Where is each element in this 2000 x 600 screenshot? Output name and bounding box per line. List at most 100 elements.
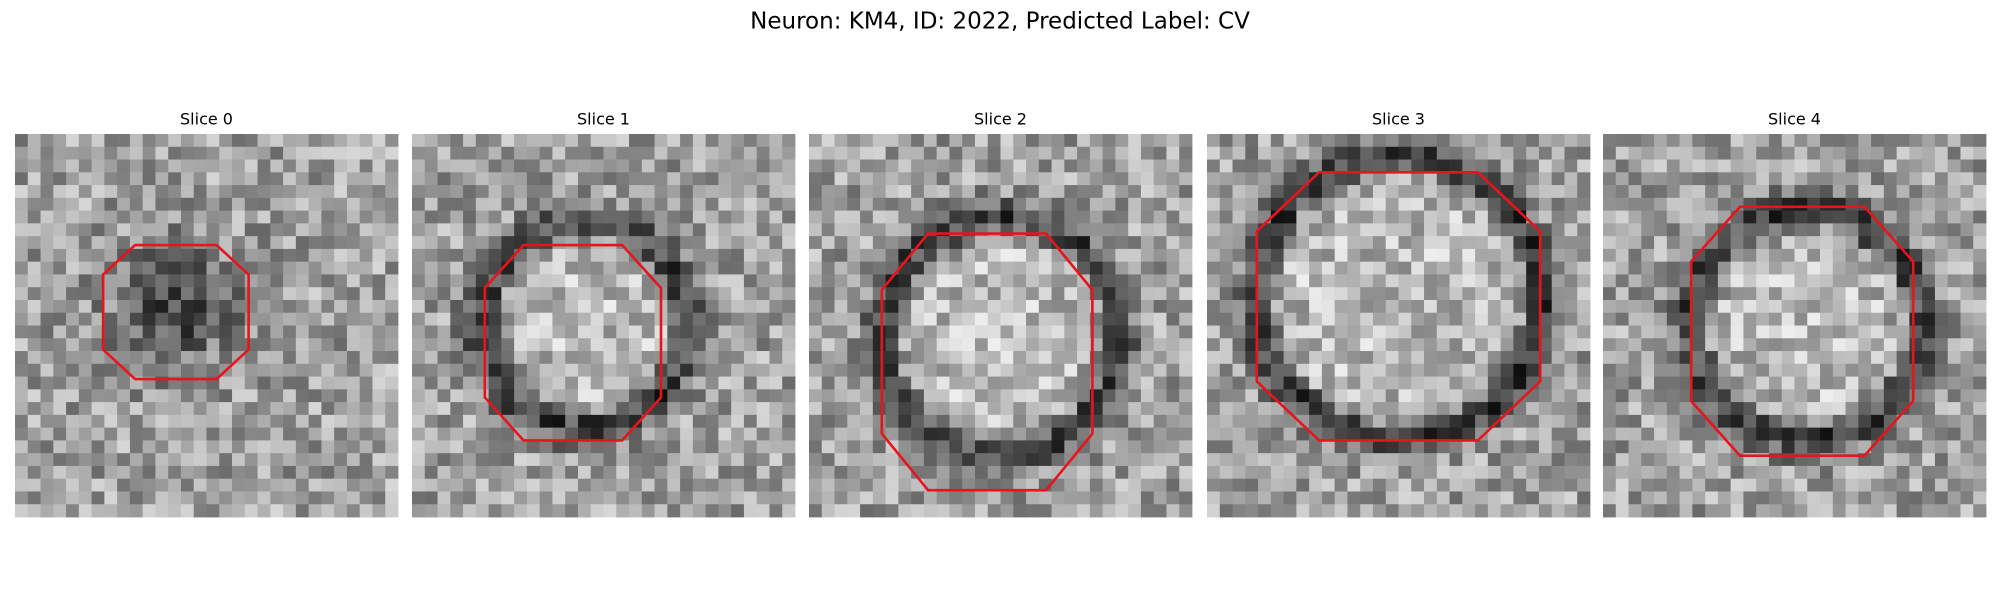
pixel	[552, 210, 566, 224]
pixel	[1743, 274, 1757, 288]
pixel	[834, 440, 848, 454]
pixel	[987, 402, 1001, 416]
pixel	[718, 274, 732, 288]
pixel	[616, 351, 630, 365]
pixel	[437, 389, 451, 403]
pixel	[15, 427, 29, 441]
pixel	[1934, 338, 1949, 352]
pixel	[1385, 312, 1399, 326]
pixel	[1270, 223, 1284, 237]
pixel	[1064, 402, 1078, 416]
pixel	[1500, 185, 1514, 199]
pixel	[1628, 325, 1642, 339]
pixel	[1013, 338, 1027, 352]
pixel	[91, 478, 105, 492]
pixel	[962, 287, 976, 301]
pixel	[359, 325, 373, 339]
pixel	[1615, 312, 1629, 326]
pixel	[885, 236, 899, 250]
pixel	[1309, 236, 1323, 250]
pixel	[1807, 185, 1821, 199]
pixel	[1219, 159, 1233, 173]
pixel	[526, 465, 541, 480]
pixel	[552, 491, 566, 505]
pixel	[936, 146, 950, 160]
pixel	[450, 325, 464, 339]
pixel	[1232, 465, 1246, 480]
pixel	[424, 223, 438, 237]
pixel	[117, 427, 131, 441]
pixel	[437, 427, 451, 441]
pixel	[1309, 491, 1323, 505]
pixel	[1153, 312, 1167, 326]
pixel	[66, 414, 80, 429]
pixel	[1166, 389, 1180, 403]
pixel	[756, 299, 770, 314]
pixel	[283, 236, 297, 250]
pixel	[769, 491, 783, 505]
pixel	[1207, 414, 1221, 429]
pixel	[346, 376, 361, 390]
pixel	[1321, 197, 1336, 211]
pixel	[782, 134, 796, 148]
pixel	[860, 210, 874, 224]
pixel	[629, 389, 643, 403]
pixel	[1166, 287, 1180, 301]
pixel	[1372, 376, 1387, 390]
pixel	[782, 248, 796, 263]
pixel	[847, 478, 861, 492]
pixel	[987, 389, 1001, 403]
pixel	[1973, 159, 1987, 173]
pixel	[219, 427, 233, 441]
pixel	[1411, 440, 1425, 454]
pixel	[15, 159, 29, 173]
pixel	[565, 440, 579, 454]
pixel	[898, 223, 912, 237]
pixel	[821, 236, 835, 250]
pixel	[1973, 363, 1987, 377]
pixel	[15, 236, 29, 250]
pixel	[1832, 159, 1846, 173]
pixel	[743, 491, 758, 505]
pixel	[232, 376, 246, 390]
pixel	[1296, 465, 1310, 480]
pixel	[1347, 453, 1361, 467]
pixel	[219, 414, 233, 429]
pixel	[834, 504, 848, 518]
pixel	[680, 197, 694, 211]
pixel	[603, 427, 617, 441]
pixel	[641, 146, 655, 160]
pixel	[565, 363, 579, 377]
pixel	[1628, 504, 1642, 518]
pixel	[15, 210, 29, 224]
pixel	[155, 338, 169, 352]
pixel	[1207, 453, 1221, 467]
pixel	[346, 261, 361, 275]
pixel	[424, 453, 438, 467]
pixel	[385, 185, 399, 199]
pixel	[475, 338, 489, 352]
pixel	[1462, 325, 1476, 339]
pixel	[1883, 453, 1898, 467]
pixel	[1717, 312, 1732, 326]
pixel	[91, 274, 105, 288]
pixel	[1487, 248, 1502, 263]
pixel	[1140, 338, 1155, 352]
pixel	[1064, 440, 1078, 454]
pixel	[1360, 325, 1374, 339]
pixel	[1321, 427, 1336, 441]
pixel	[1781, 197, 1795, 211]
pixel	[1077, 299, 1091, 314]
pixel	[180, 287, 195, 301]
pixel	[1730, 363, 1744, 377]
pixel	[949, 287, 963, 301]
pixel	[1909, 134, 1923, 148]
pixel	[1947, 197, 1961, 211]
pixel	[257, 504, 271, 518]
pixel	[718, 376, 732, 390]
pixel	[437, 440, 451, 454]
pixel	[129, 146, 144, 160]
pixel	[437, 351, 451, 365]
pixel	[295, 146, 310, 160]
pixel	[488, 197, 502, 211]
